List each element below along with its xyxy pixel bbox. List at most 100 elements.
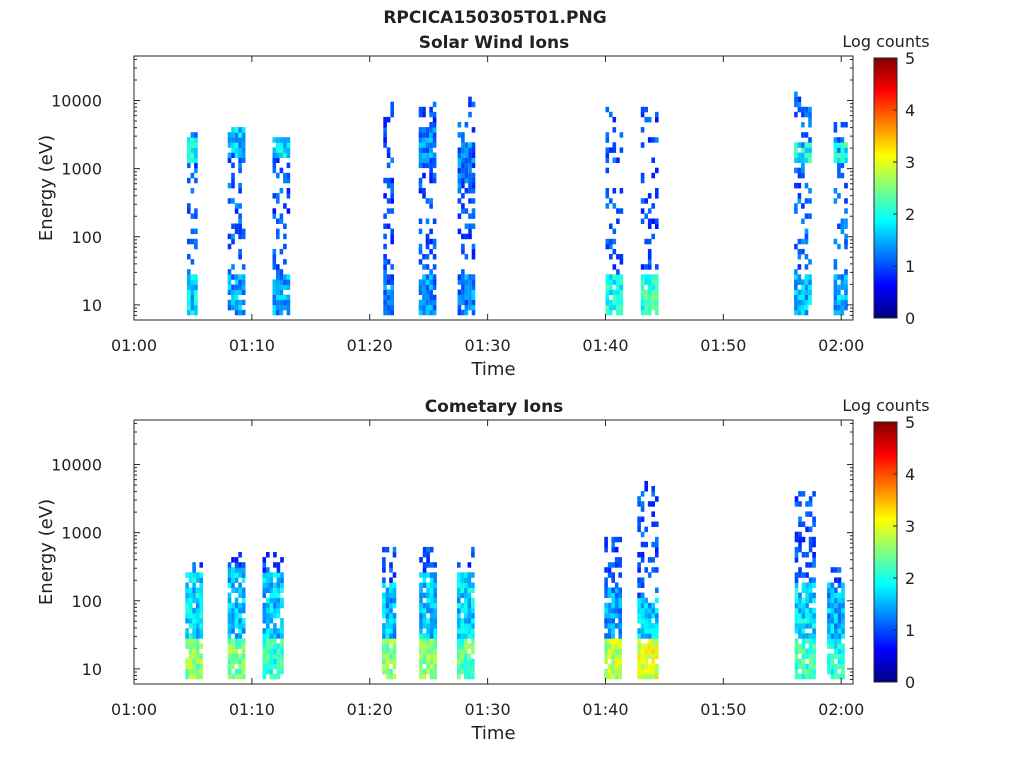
- heatmap-cell: [386, 289, 391, 295]
- heatmap-cell: [273, 633, 277, 639]
- heatmap-cell: [266, 587, 270, 593]
- heatmap-cell: [432, 243, 437, 250]
- heatmap-cell: [426, 668, 430, 675]
- heatmap-cell: [808, 299, 812, 306]
- heatmap-cell: [386, 274, 391, 280]
- heatmap-cell: [238, 188, 242, 194]
- heatmap-cell: [801, 648, 806, 654]
- heatmap-cell: [276, 562, 281, 568]
- heatmap-cell: [464, 188, 469, 194]
- colorbar-tick-label: 0: [905, 309, 915, 328]
- heatmap-cell: [655, 597, 659, 604]
- heatmap-cell: [433, 602, 437, 609]
- heatmap-cell: [227, 658, 232, 665]
- heatmap-cell: [647, 673, 652, 680]
- heatmap-cell: [837, 628, 842, 634]
- heatmap-cell: [640, 218, 645, 224]
- heatmap-cell: [234, 668, 239, 675]
- heatmap-cell: [185, 572, 189, 578]
- heatmap-cell: [614, 663, 619, 670]
- heatmap-cell: [385, 643, 390, 649]
- heatmap-cell: [471, 587, 475, 593]
- heatmap-cell: [834, 607, 838, 614]
- heatmap-cell: [382, 597, 386, 604]
- heatmap-cell: [464, 152, 469, 158]
- heatmap-cell: [385, 648, 390, 654]
- heatmap-cell: [238, 284, 242, 290]
- heatmap-cell: [422, 612, 427, 619]
- heatmap-cell: [837, 243, 841, 250]
- heatmap-cell: [234, 673, 239, 680]
- colorbar-frame: [873, 421, 898, 683]
- heatmap-cell: [429, 274, 433, 280]
- heatmap-cell: [801, 491, 806, 497]
- heatmap-cell: [390, 238, 394, 245]
- heatmap-cell: [390, 177, 394, 184]
- heatmap-cell: [830, 628, 835, 634]
- heatmap-cell: [241, 663, 246, 670]
- heatmap-cell: [238, 309, 242, 316]
- heatmap-cell: [837, 172, 841, 179]
- heatmap-cell: [390, 309, 394, 316]
- heatmap-cell: [457, 213, 462, 219]
- heatmap-cell: [612, 238, 617, 245]
- heatmap-cell: [432, 299, 437, 306]
- heatmap-cell: [471, 284, 476, 290]
- heatmap-cell: [457, 182, 462, 189]
- heatmap-cell: [418, 304, 423, 311]
- heatmap-cell: [798, 546, 802, 553]
- heatmap-cell: [231, 658, 235, 665]
- heatmap-cell: [840, 223, 845, 229]
- heatmap-cell: [637, 673, 641, 680]
- heatmap-cell: [614, 587, 619, 593]
- heatmap-cell: [612, 299, 617, 306]
- heatmap-cell: [604, 582, 608, 588]
- heatmap-cell: [605, 274, 610, 280]
- heatmap-cell: [383, 132, 387, 138]
- heatmap-cell: [841, 587, 845, 593]
- heatmap-cell: [812, 653, 816, 659]
- heatmap-cell: [262, 612, 267, 619]
- heatmap-cell: [467, 623, 472, 629]
- heatmap-cell: [837, 167, 841, 174]
- heatmap-cell: [227, 132, 232, 138]
- heatmap-cell: [280, 577, 284, 583]
- heatmap-cell: [272, 304, 277, 311]
- heatmap-cell: [805, 638, 809, 644]
- heatmap-cell: [461, 157, 465, 163]
- heatmap-cell: [655, 612, 659, 619]
- heatmap-cell: [194, 289, 198, 295]
- heatmap-cell: [461, 152, 465, 158]
- heatmap-cell: [382, 638, 386, 644]
- heatmap-cell: [227, 157, 232, 163]
- heatmap-cell: [614, 653, 619, 659]
- heatmap-cell: [269, 643, 274, 649]
- heatmap-cell: [429, 142, 433, 148]
- heatmap-cell: [461, 193, 465, 199]
- heatmap-cell: [386, 223, 391, 229]
- heatmap-cell: [195, 587, 200, 593]
- heatmap-cell: [227, 567, 232, 573]
- heatmap-cell: [840, 122, 845, 128]
- heatmap-cell: [188, 602, 193, 609]
- heatmap-cell: [190, 299, 195, 306]
- heatmap-cell: [272, 264, 277, 270]
- heatmap-cell: [614, 648, 619, 654]
- heatmap-cell: [812, 648, 816, 654]
- heatmap-cell: [231, 233, 235, 240]
- heatmap-cell: [425, 142, 430, 148]
- heatmap-cell: [837, 612, 842, 619]
- heatmap-cell: [607, 643, 612, 649]
- heatmap-cell: [457, 602, 461, 609]
- heatmap-cell: [833, 284, 838, 290]
- heatmap-cell: [279, 188, 284, 194]
- heatmap-cell: [383, 269, 387, 275]
- heatmap-cell: [464, 607, 468, 614]
- heatmap-cell: [433, 562, 437, 568]
- heatmap-cell: [637, 648, 641, 654]
- heatmap-cell: [647, 618, 652, 624]
- heatmap-cell: [429, 122, 433, 128]
- heatmap-cell: [644, 213, 648, 219]
- heatmap-cell: [618, 628, 622, 634]
